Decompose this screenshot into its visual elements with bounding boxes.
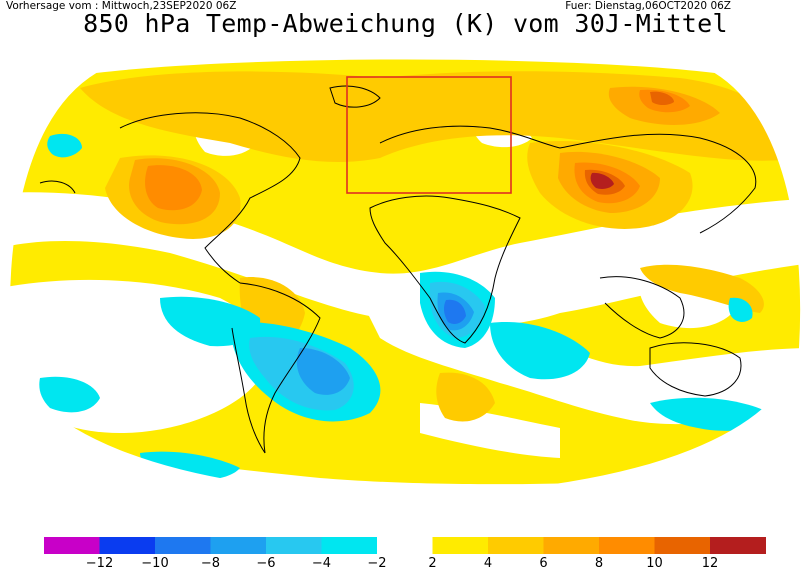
colorbar-tick-label: −8 [201, 556, 220, 571]
colorbar-swatch [44, 537, 100, 554]
colorbar-swatch [488, 537, 544, 554]
colorbar-swatch [433, 537, 489, 554]
colorbar-swatch [710, 537, 766, 554]
world-map-svg [0, 48, 811, 498]
colorbar-tick-label: 8 [595, 556, 603, 571]
colorbar-swatch [211, 537, 267, 554]
colorbar-tick-label: −4 [312, 556, 331, 571]
anomaly-map [0, 48, 811, 498]
colorbar-swatch [322, 537, 378, 554]
colorbar-swatch [155, 537, 211, 554]
colorbar-swatch [266, 537, 322, 554]
colorbar-swatch [100, 537, 156, 554]
colorbar-tick-label: 2 [428, 556, 436, 571]
colorbar-tick-label: −6 [256, 556, 275, 571]
colorbar-swatches [0, 536, 811, 556]
colorbar: −12 −10 −8 −6 −4 −2 2 4 6 8 10 12 [0, 536, 811, 571]
map-title: 850 hPa Temp-Abweichung (K) vom 30J-Mitt… [0, 8, 811, 40]
colorbar-tick-label: 10 [646, 556, 663, 571]
colorbar-tick-label: −10 [141, 556, 168, 571]
colorbar-swatch [599, 537, 655, 554]
colorbar-tick-label: 6 [539, 556, 547, 571]
colorbar-tick-label: 4 [484, 556, 492, 571]
colorbar-swatch [544, 537, 600, 554]
colorbar-tick-label: −2 [367, 556, 386, 571]
colorbar-tick-label: −12 [86, 556, 113, 571]
colorbar-tick-label: 12 [702, 556, 719, 571]
colorbar-swatch [655, 537, 711, 554]
colorbar-gap [377, 537, 433, 554]
